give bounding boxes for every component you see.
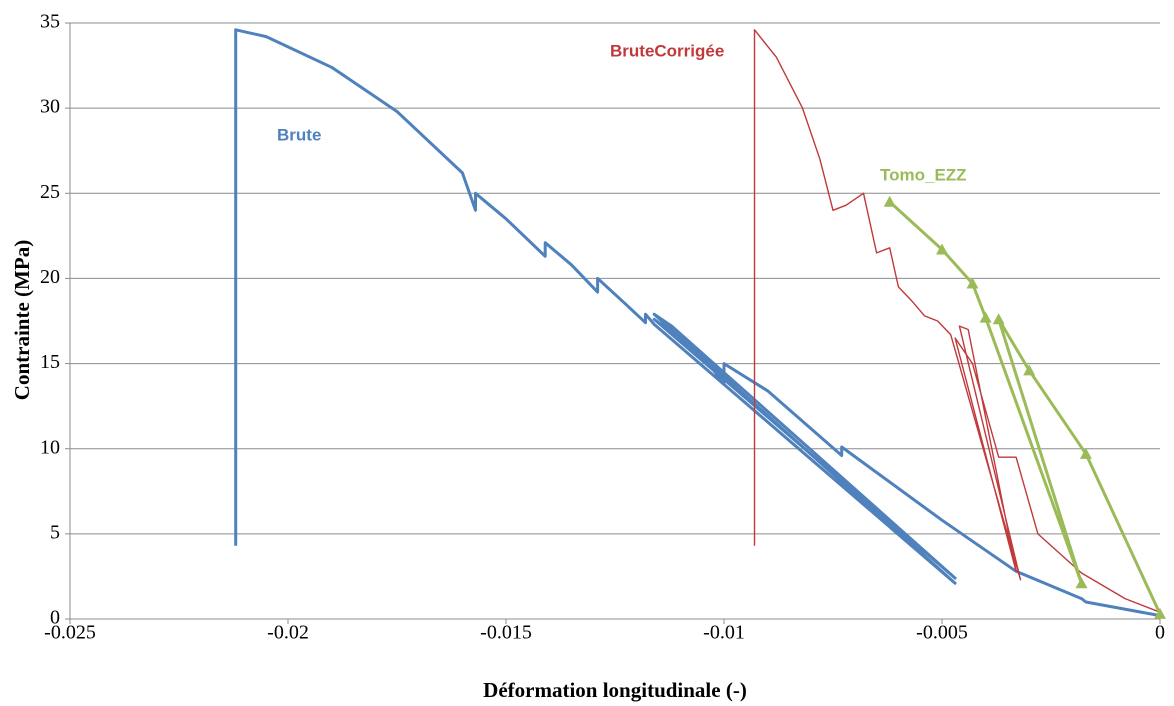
marker	[883, 195, 896, 207]
marker	[1154, 607, 1166, 619]
y-axis-title: Contrainte (MPa)	[10, 240, 34, 400]
series-label: BruteCorrigée	[610, 41, 724, 60]
x-tick-label: -0.02	[267, 622, 309, 644]
y-tick-label: 10	[40, 436, 60, 458]
series-line	[888, 200, 1162, 615]
marker	[936, 243, 948, 255]
series-label: Brute	[277, 125, 321, 144]
marker	[1023, 364, 1036, 376]
y-tick-label: 5	[50, 521, 60, 543]
y-tick-label: 15	[40, 351, 60, 373]
series-line	[234, 28, 1161, 618]
y-tick-label: 0	[50, 607, 60, 629]
series-line	[753, 29, 1161, 613]
x-tick-label: 0	[1155, 622, 1165, 644]
x-tick-label: -0.015	[480, 622, 532, 644]
series-label: Tomo_EZZ	[880, 165, 967, 184]
y-tick-label: 30	[40, 96, 60, 118]
x-tick-label: -0.025	[44, 622, 96, 644]
marker	[979, 311, 992, 323]
x-tick-label: -0.005	[916, 622, 968, 644]
marker	[992, 313, 1005, 325]
marker	[1075, 577, 1088, 589]
x-axis-title: Déformation longitudinale (-)	[483, 678, 747, 702]
x-tick-label: -0.01	[703, 622, 745, 644]
y-tick-label: 35	[40, 11, 60, 33]
marker	[966, 277, 979, 289]
y-tick-label: 20	[40, 266, 60, 288]
marker	[1079, 447, 1092, 459]
y-tick-label: 25	[40, 181, 60, 203]
